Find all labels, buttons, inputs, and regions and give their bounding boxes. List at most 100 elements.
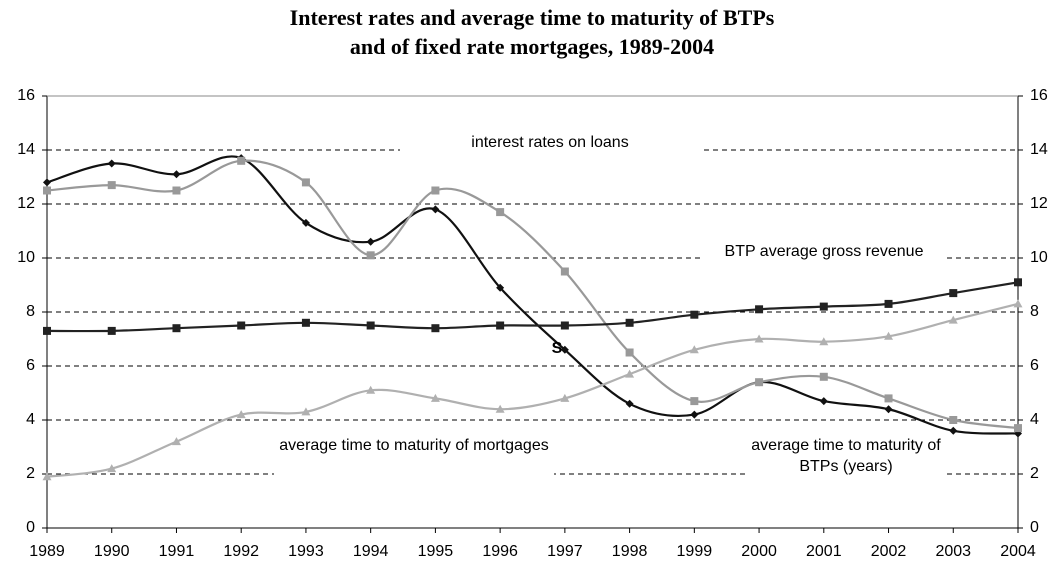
y-tick-label: 6 bbox=[26, 357, 35, 374]
marker bbox=[172, 186, 181, 195]
marker bbox=[949, 289, 958, 298]
y2-tick-label: 6 bbox=[1030, 357, 1039, 374]
x-tick-label: 1993 bbox=[288, 543, 324, 560]
x-tick-label: 1997 bbox=[547, 543, 583, 560]
marker bbox=[172, 170, 181, 179]
series-line bbox=[46, 159, 1019, 430]
marker bbox=[755, 305, 764, 314]
x-tick-label: 2004 bbox=[1000, 543, 1036, 560]
marker bbox=[625, 369, 635, 378]
marker bbox=[884, 394, 893, 403]
chart-title: Interest rates and average time to matur… bbox=[290, 5, 775, 30]
annotation: S bbox=[552, 340, 563, 357]
marker bbox=[431, 205, 440, 214]
marker bbox=[690, 410, 699, 419]
marker bbox=[107, 464, 117, 473]
marker bbox=[495, 404, 505, 413]
marker bbox=[819, 397, 828, 406]
annotation: average time to maturity of mortgages bbox=[279, 437, 549, 454]
marker bbox=[43, 326, 51, 335]
series-line bbox=[46, 155, 1019, 435]
marker bbox=[625, 318, 634, 327]
marker bbox=[43, 186, 51, 195]
y2-tick-label: 4 bbox=[1030, 411, 1039, 428]
marker bbox=[496, 208, 505, 217]
marker bbox=[560, 345, 569, 354]
marker bbox=[366, 251, 375, 260]
annotation: average time to maturity of BTPs (years) bbox=[751, 437, 941, 475]
y-tick-label: 4 bbox=[26, 411, 35, 428]
marker bbox=[431, 324, 440, 333]
y-tick-label: 16 bbox=[17, 87, 35, 104]
y2-tick-label: 16 bbox=[1030, 87, 1048, 104]
marker bbox=[1013, 299, 1023, 308]
marker bbox=[496, 321, 505, 330]
marker bbox=[107, 159, 116, 168]
y2-tick-label: 14 bbox=[1030, 141, 1048, 158]
y-tick-label: 12 bbox=[17, 195, 35, 212]
y2-tick-label: 0 bbox=[1030, 519, 1039, 536]
marker bbox=[366, 385, 376, 394]
x-tick-label: 1999 bbox=[677, 543, 713, 560]
marker bbox=[172, 324, 181, 333]
marker bbox=[496, 283, 505, 292]
marker bbox=[689, 345, 699, 354]
marker bbox=[171, 437, 181, 446]
y-tick-label: 14 bbox=[17, 141, 35, 158]
marker bbox=[301, 218, 310, 227]
marker bbox=[819, 337, 829, 346]
marker bbox=[301, 178, 310, 187]
marker bbox=[949, 416, 958, 424]
marker bbox=[819, 372, 828, 381]
marker bbox=[366, 321, 375, 330]
x-tick-label: 1992 bbox=[223, 543, 259, 560]
x-tick-label: 1991 bbox=[159, 543, 195, 560]
x-tick-label: 1990 bbox=[94, 543, 130, 560]
marker bbox=[237, 156, 246, 165]
label-bg bbox=[274, 434, 554, 478]
marker bbox=[884, 331, 894, 340]
marker bbox=[301, 407, 311, 416]
annotation: interest rates on loans bbox=[471, 134, 629, 151]
marker bbox=[1014, 278, 1022, 287]
label-bg bbox=[400, 131, 700, 154]
y-tick-label: 8 bbox=[26, 303, 35, 320]
marker bbox=[42, 472, 52, 481]
label-bg bbox=[746, 434, 946, 478]
marker bbox=[754, 334, 764, 343]
marker bbox=[430, 393, 440, 402]
y-tick-label: 2 bbox=[26, 465, 35, 482]
x-tick-label: 2001 bbox=[806, 543, 842, 560]
label-bg bbox=[704, 240, 944, 284]
marker bbox=[948, 315, 958, 324]
series-line bbox=[46, 302, 1019, 478]
marker bbox=[884, 299, 893, 308]
marker bbox=[755, 378, 764, 387]
x-tick-label: 1996 bbox=[482, 543, 518, 560]
y2-tick-label: 10 bbox=[1030, 249, 1048, 266]
chart-title: and of fixed rate mortgages, 1989-2004 bbox=[350, 34, 714, 59]
marker bbox=[107, 326, 116, 335]
marker bbox=[301, 318, 310, 327]
series-line bbox=[46, 281, 1019, 333]
marker bbox=[819, 302, 828, 311]
marker bbox=[560, 393, 570, 402]
marker bbox=[949, 426, 958, 435]
x-tick-label: 1989 bbox=[29, 543, 65, 560]
x-tick-label: 2000 bbox=[741, 543, 777, 560]
annotation: BTP average gross revenue bbox=[724, 243, 924, 260]
y2-tick-label: 12 bbox=[1030, 195, 1048, 212]
y2-tick-label: 8 bbox=[1030, 303, 1039, 320]
marker bbox=[366, 237, 375, 246]
x-tick-label: 1998 bbox=[612, 543, 648, 560]
y-tick-label: 0 bbox=[26, 519, 35, 536]
marker bbox=[625, 348, 634, 357]
marker bbox=[690, 397, 699, 406]
x-tick-label: 1994 bbox=[353, 543, 389, 560]
y-tick-label: 10 bbox=[17, 249, 35, 266]
x-tick-label: 1995 bbox=[418, 543, 454, 560]
marker bbox=[236, 410, 246, 419]
marker bbox=[884, 405, 893, 414]
marker bbox=[43, 178, 51, 187]
